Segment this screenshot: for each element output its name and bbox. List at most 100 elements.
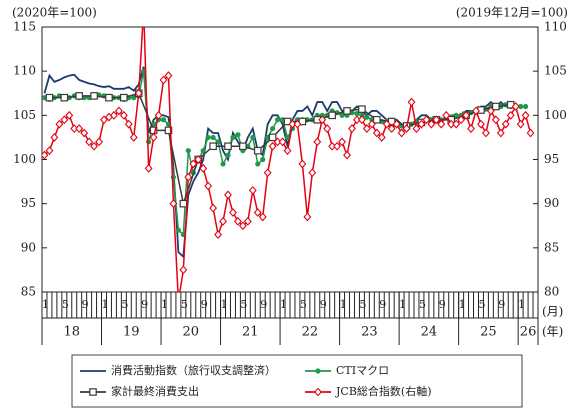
point <box>42 150 49 160</box>
point <box>258 212 267 222</box>
point <box>248 185 257 195</box>
point <box>263 168 272 178</box>
point <box>492 102 500 111</box>
point <box>521 110 530 120</box>
point <box>210 134 216 141</box>
point <box>120 93 128 102</box>
point <box>442 110 451 120</box>
legend-marker <box>315 368 321 374</box>
point <box>481 128 490 138</box>
plot-frame <box>41 26 539 293</box>
point <box>467 124 475 134</box>
x-tick-label: 5 <box>300 298 307 311</box>
point <box>146 139 152 145</box>
point <box>491 115 500 125</box>
point <box>160 117 167 123</box>
point <box>105 93 113 102</box>
point <box>235 132 241 138</box>
point <box>90 141 99 151</box>
x-tick-label: 9 <box>439 298 446 311</box>
series-line <box>44 71 526 237</box>
year-label: 25 <box>480 325 497 340</box>
point <box>511 102 520 111</box>
point <box>382 119 391 129</box>
y2-tick-label: 95 <box>544 152 559 166</box>
legend-label: 家計最終消費支出 <box>111 384 199 398</box>
point <box>407 97 416 107</box>
point <box>303 212 312 222</box>
point <box>255 161 261 167</box>
legend-marker <box>89 388 97 396</box>
point <box>169 199 178 209</box>
point <box>278 137 287 147</box>
x-tick-label: 5 <box>240 298 247 311</box>
point <box>65 110 74 120</box>
y-tick-label: 100 <box>13 152 36 166</box>
point <box>179 265 188 275</box>
point <box>200 148 206 154</box>
point <box>387 124 396 134</box>
x-tick-label: 5 <box>181 298 188 311</box>
point <box>452 119 461 129</box>
point <box>154 110 163 120</box>
point <box>432 115 441 125</box>
point <box>343 150 351 160</box>
point <box>60 93 69 102</box>
point <box>526 128 535 138</box>
x-tick-label: 9 <box>320 298 327 311</box>
point <box>318 115 327 125</box>
point <box>229 208 237 217</box>
point <box>134 88 143 98</box>
point <box>362 124 371 134</box>
point <box>189 159 198 169</box>
x2-axis-label: (年) <box>542 325 563 339</box>
point <box>343 107 351 115</box>
x-tick-label: 9 <box>379 298 386 311</box>
y2-axis-label: (2019年12月=100) <box>456 6 568 20</box>
y-tick-label: 115 <box>13 20 36 34</box>
point <box>140 6 146 13</box>
point <box>164 71 173 81</box>
point <box>233 216 242 226</box>
point <box>179 199 188 208</box>
point <box>204 181 213 191</box>
point <box>275 117 281 123</box>
year-label: 21 <box>242 325 259 340</box>
y2-tick-label: 85 <box>544 240 559 254</box>
point <box>199 163 208 173</box>
point <box>293 119 302 129</box>
x-tick-label: 1 <box>340 298 347 311</box>
point <box>284 134 291 141</box>
point <box>239 142 247 151</box>
x-tick-label: 1 <box>518 298 525 311</box>
point <box>417 119 426 129</box>
x-tick-label: 5 <box>359 298 366 311</box>
point <box>367 119 376 129</box>
x-tick-label: 9 <box>141 298 148 311</box>
y-tick-label: 85 <box>21 285 36 299</box>
point <box>230 134 236 141</box>
point <box>144 163 153 173</box>
point <box>220 161 226 167</box>
y-tick-label: 110 <box>13 64 36 78</box>
point <box>457 115 466 125</box>
point <box>214 230 223 240</box>
x-tick-label: 5 <box>419 298 426 311</box>
x-tick-label: 5 <box>121 298 128 311</box>
point <box>45 93 54 102</box>
legend-label: JCB総合指数(右軸) <box>335 384 432 398</box>
point <box>298 159 307 169</box>
point <box>159 75 168 85</box>
x-tick-label: 1 <box>399 298 406 311</box>
x-tick-label: 1 <box>42 298 49 311</box>
point <box>149 132 158 142</box>
point <box>518 103 524 110</box>
y2-tick-label: 90 <box>544 196 559 210</box>
point <box>372 128 381 138</box>
y-axis-label: (2020年=100) <box>12 6 97 20</box>
point <box>205 134 211 141</box>
year-label: 20 <box>183 325 200 340</box>
point <box>45 146 54 156</box>
x-tick-label: 1 <box>221 298 228 311</box>
point <box>427 119 436 129</box>
